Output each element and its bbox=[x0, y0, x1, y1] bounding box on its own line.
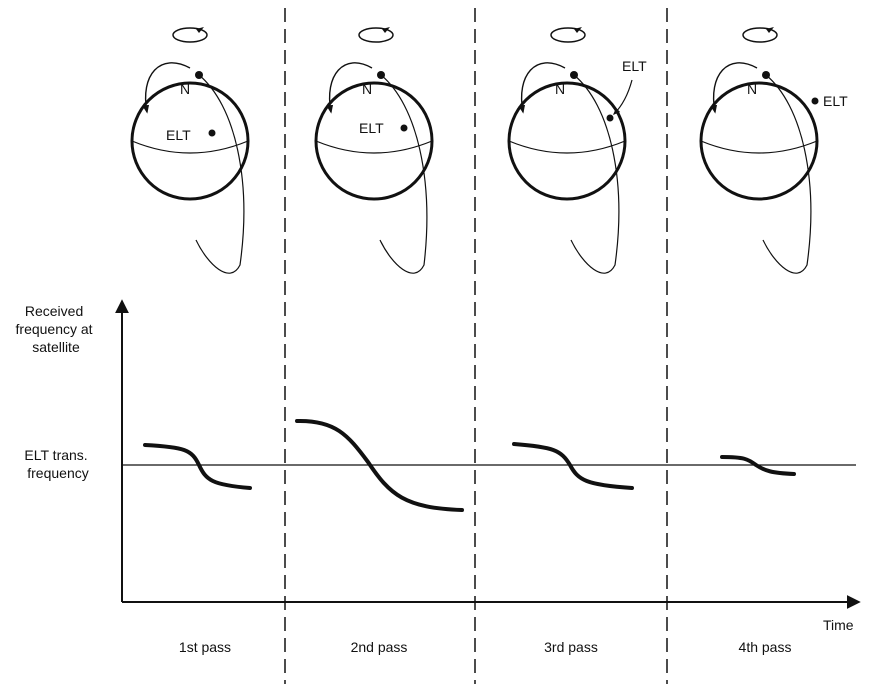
north-pole-label: N bbox=[747, 81, 757, 97]
x-axis-label: Time bbox=[823, 617, 854, 633]
north-pole-dot bbox=[195, 71, 203, 79]
elt-label: ELT bbox=[622, 58, 647, 74]
orbit-front-arc bbox=[518, 62, 566, 114]
earth-circle bbox=[699, 81, 819, 201]
equator bbox=[508, 140, 626, 154]
doppler-curve-pass-1 bbox=[143, 443, 252, 490]
orbit-front-arc bbox=[142, 62, 191, 114]
reference-frequency-label: ELT trans. frequency bbox=[24, 447, 91, 481]
elt-label: ELT bbox=[823, 93, 848, 109]
equator bbox=[700, 140, 818, 154]
globe-pass-4: N ELT bbox=[699, 27, 848, 274]
north-pole-dot bbox=[377, 71, 385, 79]
orbit-front-arc bbox=[326, 62, 373, 114]
orbit-back-arc bbox=[570, 74, 620, 274]
pass-label-1: 1st pass bbox=[179, 639, 231, 655]
earth-circle bbox=[507, 81, 627, 201]
doppler-curve-pass-3 bbox=[512, 442, 634, 490]
y-axis-label: Received frequency at satellite bbox=[16, 303, 97, 355]
elt-dot bbox=[208, 129, 216, 137]
elt-pointer bbox=[612, 79, 633, 116]
orbit-front-arc bbox=[710, 62, 758, 114]
north-pole-dot bbox=[762, 71, 770, 79]
equator bbox=[315, 140, 433, 154]
elt-label: ELT bbox=[359, 120, 384, 136]
globe-pass-3: N ELT bbox=[507, 27, 647, 274]
pass-label-2: 2nd pass bbox=[351, 639, 408, 655]
rotation-arrow-icon bbox=[742, 27, 778, 43]
doppler-curve-pass-4 bbox=[720, 455, 796, 476]
north-pole-dot bbox=[570, 71, 578, 79]
pass-label-4: 4th pass bbox=[739, 639, 792, 655]
orbit-back-arc bbox=[762, 74, 812, 274]
pass-label-3: 3rd pass bbox=[544, 639, 598, 655]
equator bbox=[131, 140, 249, 154]
orbit-back-arc bbox=[379, 74, 428, 274]
orbit-back-arc bbox=[195, 74, 245, 274]
elt-label: ELT bbox=[166, 127, 191, 143]
elt-dot bbox=[400, 124, 408, 132]
globe-pass-1: N ELT bbox=[130, 27, 250, 274]
elt-dot bbox=[811, 97, 819, 105]
doppler-curve-pass-2 bbox=[295, 418, 464, 512]
elt-dot bbox=[606, 114, 614, 122]
rotation-arrow-icon bbox=[172, 27, 208, 43]
north-pole-label: N bbox=[180, 81, 190, 97]
rotation-arrow-icon bbox=[550, 27, 586, 43]
rotation-arrow-icon bbox=[358, 27, 394, 43]
earth-circle bbox=[314, 81, 434, 201]
globe-pass-2: N ELT bbox=[314, 27, 434, 274]
north-pole-label: N bbox=[362, 81, 372, 97]
north-pole-label: N bbox=[555, 81, 565, 97]
